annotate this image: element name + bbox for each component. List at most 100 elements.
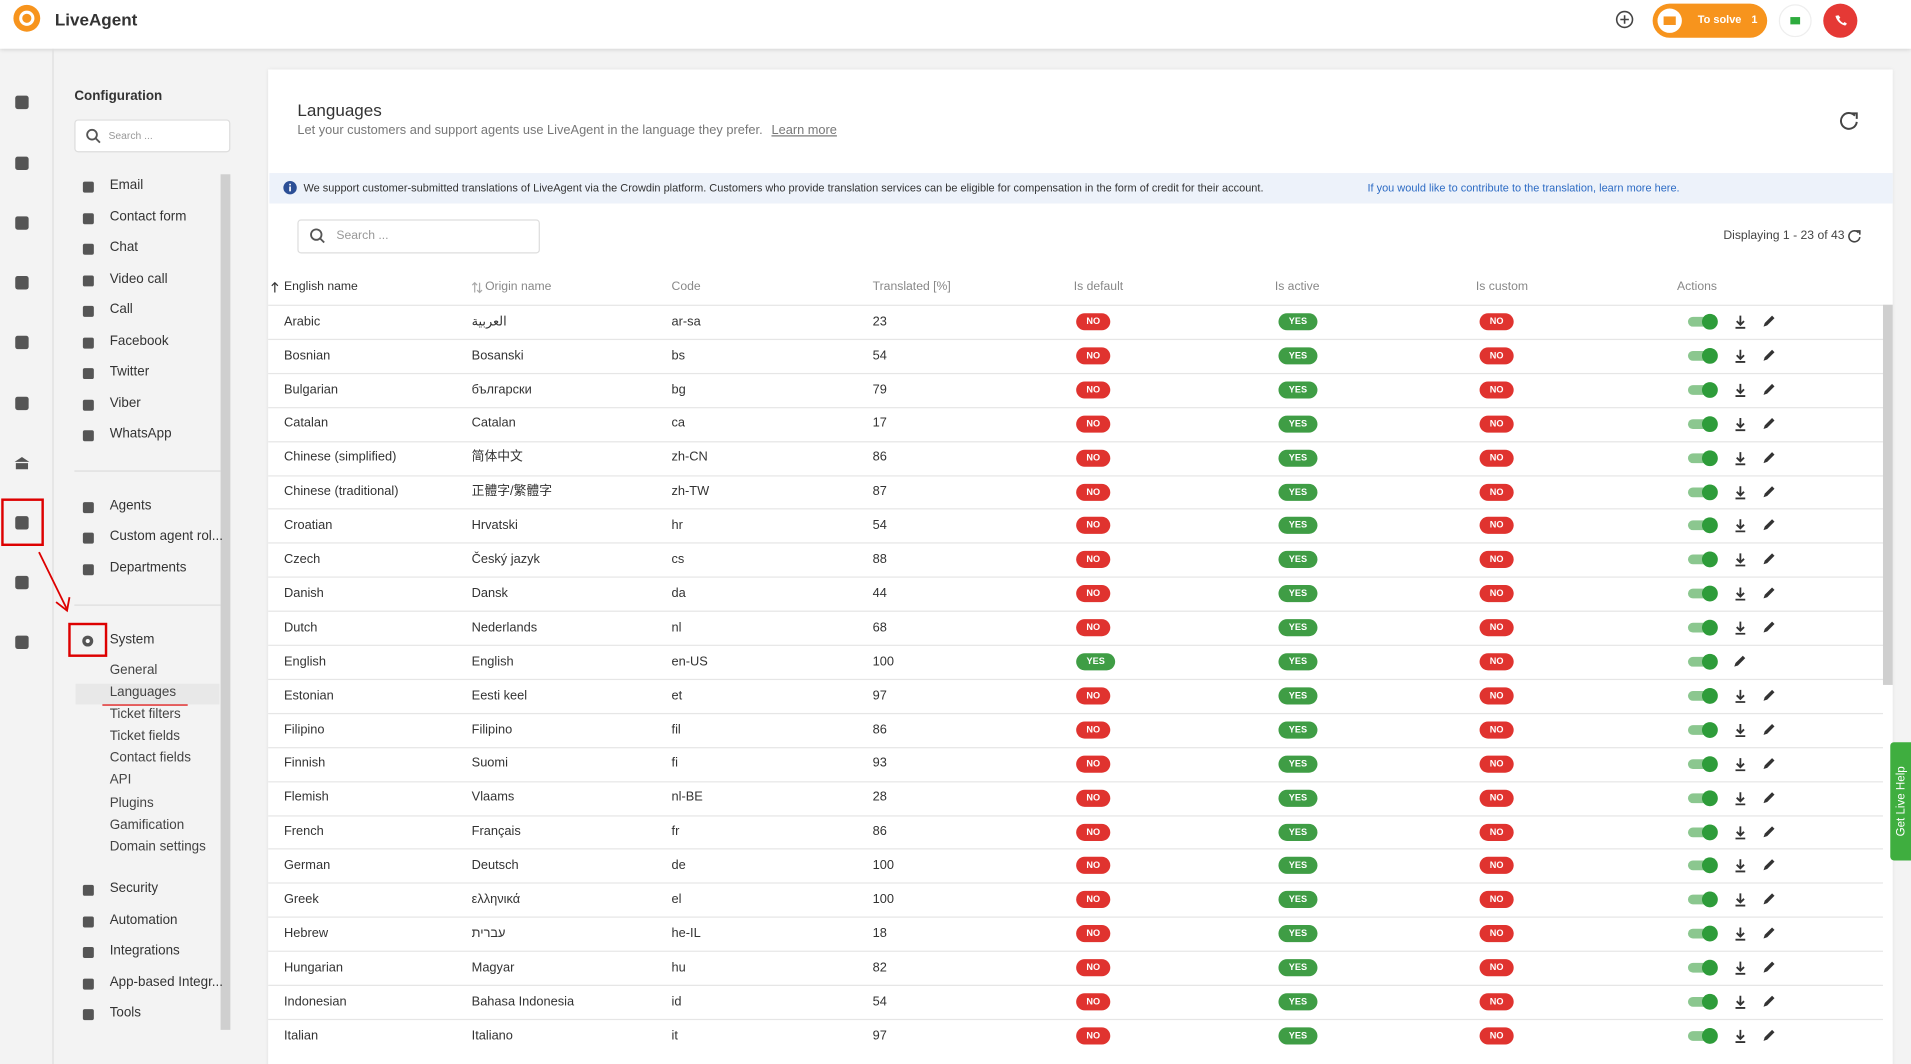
active-toggle[interactable] [1688, 381, 1720, 398]
refresh-small[interactable] [1848, 229, 1863, 244]
nav-item[interactable]: Tools [110, 1006, 141, 1022]
active-toggle[interactable] [1688, 585, 1720, 602]
active-toggle[interactable] [1688, 959, 1720, 976]
active-toggle[interactable] [1688, 687, 1720, 704]
download-button[interactable] [1733, 348, 1748, 363]
nav-item[interactable]: Facebook [110, 334, 169, 350]
active-toggle[interactable] [1688, 483, 1720, 500]
sub-nav-item[interactable]: Ticket fields [110, 729, 180, 745]
download-button[interactable] [1733, 450, 1748, 465]
download-button[interactable] [1733, 790, 1748, 805]
edit-button[interactable] [1761, 314, 1776, 329]
download-button[interactable] [1733, 518, 1748, 533]
download-button[interactable] [1733, 416, 1748, 431]
edit-button[interactable] [1761, 348, 1776, 363]
edit-button[interactable] [1761, 382, 1776, 397]
column-header[interactable]: Translated [%] [873, 280, 951, 295]
download-button[interactable] [1733, 382, 1748, 397]
download-button[interactable] [1733, 756, 1748, 771]
edit-button[interactable] [1761, 518, 1776, 533]
active-toggle[interactable] [1688, 517, 1720, 534]
edit-button[interactable] [1761, 722, 1776, 737]
active-toggle[interactable] [1688, 313, 1720, 330]
edit-button[interactable] [1761, 995, 1776, 1010]
nav-item[interactable]: Viber [110, 397, 141, 413]
rail-icon[interactable] [13, 334, 30, 351]
edit-button[interactable] [1761, 926, 1776, 941]
active-toggle[interactable] [1688, 755, 1720, 772]
sub-nav-item[interactable]: Gamification [110, 818, 185, 834]
rail-icon[interactable] [13, 395, 30, 412]
rail-icon[interactable] [13, 455, 30, 472]
active-toggle[interactable] [1688, 551, 1720, 568]
download-button[interactable] [1733, 552, 1748, 567]
active-toggle[interactable] [1688, 619, 1720, 636]
download-button[interactable] [1733, 926, 1748, 941]
chat-status[interactable] [1779, 5, 1811, 37]
nav-item[interactable]: Agents [110, 499, 152, 515]
column-header[interactable]: Origin name [485, 280, 551, 295]
edit-button[interactable] [1732, 654, 1747, 669]
sub-nav-item[interactable]: Languages [110, 685, 176, 701]
edit-button[interactable] [1761, 484, 1776, 499]
download-button[interactable] [1733, 586, 1748, 601]
sub-nav-item[interactable]: General [110, 663, 158, 679]
active-toggle[interactable] [1688, 347, 1720, 364]
nav-item[interactable]: Video call [110, 272, 168, 288]
nav-item[interactable]: Call [110, 303, 133, 319]
rail-icon[interactable] [13, 274, 30, 291]
download-button[interactable] [1733, 960, 1748, 975]
active-toggle[interactable] [1688, 857, 1720, 874]
help-tab-text[interactable]: Get Live Help [1893, 744, 1909, 859]
edit-button[interactable] [1761, 688, 1776, 703]
nav-item[interactable]: Twitter [110, 365, 149, 381]
nav-item[interactable]: Email [110, 178, 144, 194]
edit-button[interactable] [1761, 416, 1776, 431]
download-button[interactable] [1733, 314, 1748, 329]
edit-button[interactable] [1761, 756, 1776, 771]
nav-item[interactable]: Automation [110, 913, 178, 929]
active-toggle[interactable] [1688, 1027, 1720, 1044]
nav-item[interactable]: Departments [110, 561, 187, 577]
sub-nav-item[interactable]: Ticket filters [110, 707, 181, 723]
nav-item[interactable]: App-based Integr... [110, 975, 223, 991]
edit-button[interactable] [1761, 790, 1776, 805]
download-button[interactable] [1733, 620, 1748, 635]
edit-button[interactable] [1761, 586, 1776, 601]
rail-icon[interactable] [13, 514, 30, 531]
phone-button[interactable] [1823, 4, 1857, 38]
download-button[interactable] [1733, 824, 1748, 839]
sub-nav-item[interactable]: Plugins [110, 796, 154, 812]
edit-button[interactable] [1761, 620, 1776, 635]
column-header[interactable]: Code [672, 280, 701, 295]
download-button[interactable] [1733, 995, 1748, 1010]
active-toggle[interactable] [1688, 993, 1720, 1010]
add-button[interactable] [1615, 10, 1635, 30]
rail-icon[interactable] [13, 574, 30, 591]
column-header[interactable]: English name [284, 280, 358, 295]
sub-nav-item[interactable]: API [110, 773, 132, 789]
rail-icon[interactable] [13, 94, 30, 111]
download-button[interactable] [1733, 858, 1748, 873]
nav-item[interactable]: Integrations [110, 944, 180, 960]
download-button[interactable] [1733, 484, 1748, 499]
edit-button[interactable] [1761, 858, 1776, 873]
edit-button[interactable] [1761, 824, 1776, 839]
rail-icon[interactable] [13, 155, 30, 172]
edit-button[interactable] [1761, 892, 1776, 907]
active-toggle[interactable] [1688, 721, 1720, 738]
nav-item[interactable]: System [110, 633, 155, 649]
active-toggle[interactable] [1688, 823, 1720, 840]
edit-button[interactable] [1761, 552, 1776, 567]
sub-nav-item[interactable]: Domain settings [110, 840, 206, 856]
active-toggle[interactable] [1688, 449, 1720, 466]
learn-more-link[interactable]: Learn more [771, 123, 836, 138]
active-toggle[interactable] [1688, 891, 1720, 908]
nav-item[interactable]: Security [110, 882, 158, 898]
edit-button[interactable] [1761, 450, 1776, 465]
active-toggle[interactable] [1688, 653, 1720, 670]
download-button[interactable] [1733, 892, 1748, 907]
rail-icon[interactable] [13, 634, 30, 651]
edit-button[interactable] [1761, 1028, 1776, 1043]
active-toggle[interactable] [1688, 925, 1720, 942]
